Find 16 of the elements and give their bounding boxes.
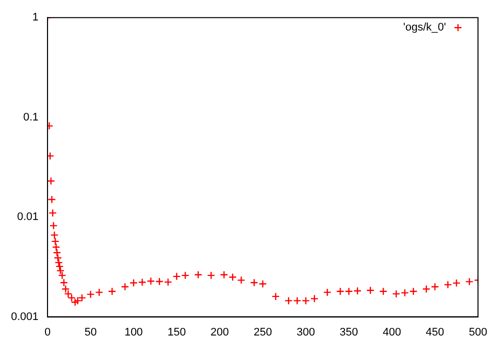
x-tick-label: 0 xyxy=(44,326,51,338)
x-tick-label: 200 xyxy=(210,326,229,338)
y-tick-label: 0.001 xyxy=(10,310,39,323)
y-tick-label: 0.1 xyxy=(23,111,39,124)
x-tick-label: 300 xyxy=(296,326,315,338)
x-tick-label: 150 xyxy=(167,326,186,338)
y-tick-label: 1 xyxy=(32,12,39,24)
y-tick-label: 0.01 xyxy=(17,211,39,224)
x-tick-label: 50 xyxy=(84,326,97,338)
x-tick-label: 250 xyxy=(254,326,272,338)
x-tick-label: 500 xyxy=(468,326,488,338)
x-tick-label: 450 xyxy=(426,326,444,338)
x-tick-label: 400 xyxy=(382,326,402,338)
x-tick-label: 100 xyxy=(124,326,143,338)
legend-label: 'ogs/k_0' xyxy=(403,22,446,34)
x-tick-label: 350 xyxy=(340,326,358,338)
